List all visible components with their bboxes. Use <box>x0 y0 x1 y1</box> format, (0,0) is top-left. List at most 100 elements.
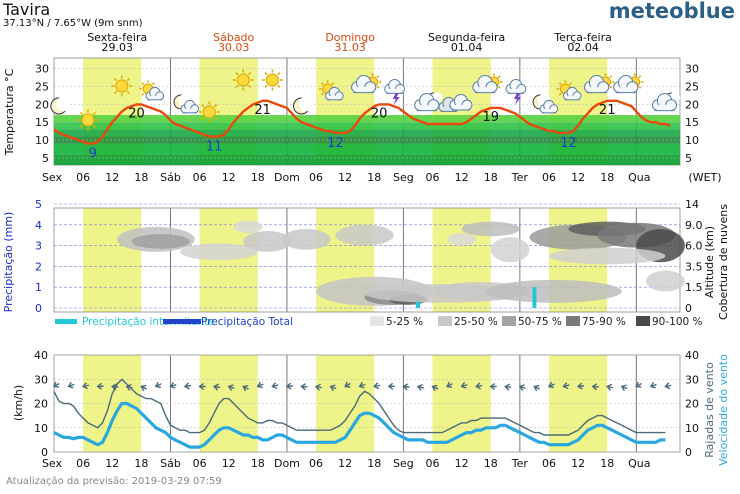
temperature-band <box>54 122 680 130</box>
day-name: Sexta-feira <box>87 31 147 44</box>
cloud-icon <box>613 75 639 94</box>
y-tick-label: 40 <box>34 349 48 362</box>
wind-axis-label: (km/h) <box>12 385 25 421</box>
wind-direction-arrow <box>606 383 614 391</box>
cloud-icon <box>414 93 440 112</box>
y-tick-label: 2 <box>35 260 42 273</box>
coordinates: 37.13°N / 7.65°W (9m snm) <box>3 18 143 29</box>
temperature-band <box>54 129 680 137</box>
hour-label: 18 <box>600 457 614 470</box>
cloud-icon <box>584 75 610 94</box>
y-tick-label-right: 1.5 <box>685 281 703 294</box>
wind-direction-arrow <box>81 382 90 390</box>
sun-icon <box>232 69 254 91</box>
temperature-max-label: 21 <box>599 103 616 118</box>
cloud-icon <box>505 78 527 94</box>
y-tick-label: 15 <box>35 116 49 129</box>
wind-direction-arrow <box>96 382 104 390</box>
wind-direction-arrow <box>475 382 483 390</box>
day-abbr-label: Ter <box>511 457 529 470</box>
cloud-icon <box>562 86 582 101</box>
y-tick-label: 5 <box>42 152 49 165</box>
lightning-icon <box>392 93 400 105</box>
timezone-label: (WET) <box>688 171 721 184</box>
location-title: Tavira <box>2 0 50 19</box>
day-date: 01.04 <box>451 41 483 54</box>
y-tick-label-right: 20 <box>685 398 699 411</box>
cloud-icon <box>384 78 405 94</box>
y-tick-label-right: 5 <box>685 152 692 165</box>
wind-direction-arrow <box>533 384 541 392</box>
hour-label: 06 <box>542 457 556 470</box>
wind-direction-arrow <box>169 382 177 389</box>
temperature-line <box>53 99 671 145</box>
wind-direction-arrow <box>198 382 206 391</box>
cloud-cover-blob <box>131 234 190 249</box>
day-abbr-label: Ter <box>511 171 529 184</box>
cloud-cover-blob <box>233 220 263 234</box>
legend-swatch-intermittent <box>55 319 77 324</box>
temperature-min-label: 12 <box>560 136 577 151</box>
wind-direction-arrow <box>431 384 439 392</box>
cloud-cover-blob <box>282 228 331 250</box>
cloud-legend-swatch <box>566 316 580 326</box>
cloud-legend-swatch <box>502 316 516 326</box>
cloud-cover-axis-label: Cobertura de nuvens <box>717 204 730 320</box>
y-tick-label-right: 3.5 <box>685 260 703 273</box>
meteoblue-logo: meteoblue <box>609 0 735 23</box>
wind-direction-arrow <box>664 382 672 390</box>
sun-icon <box>261 69 283 91</box>
wind-speed-line <box>53 401 666 449</box>
moon-icon <box>292 96 314 115</box>
cloud-legend-label: 25-50 % <box>454 316 498 328</box>
cloud-icon <box>145 86 165 101</box>
cloud-cover-blob <box>447 233 477 246</box>
y-tick-label: 0 <box>41 446 48 459</box>
wind-direction-arrow <box>329 384 337 392</box>
cloud-icon <box>539 99 559 114</box>
temperature-max-label: 19 <box>482 110 499 125</box>
day-abbr-label: Sex <box>42 171 63 184</box>
wind-gust-line <box>53 378 666 436</box>
hour-label: 12 <box>455 171 469 184</box>
cloud-icon <box>351 75 377 94</box>
y-tick-label: 30 <box>35 63 49 76</box>
hour-label: 18 <box>134 457 148 470</box>
wind-direction-arrow <box>460 382 468 389</box>
precipitation-bar <box>415 301 420 308</box>
wind-direction-arrow <box>285 382 293 390</box>
temperature-axis-label: Temperatura °C <box>3 68 16 156</box>
hour-label: 12 <box>105 457 119 470</box>
sun-icon <box>77 109 99 131</box>
hour-label: 18 <box>484 457 498 470</box>
wind-direction-arrow <box>576 382 585 390</box>
update-footer: Atualização da previsão: 2019-03-29 07:5… <box>6 476 222 487</box>
wind-direction-arrow <box>635 381 642 388</box>
wind-direction-arrow <box>620 384 628 392</box>
hour-label: 06 <box>76 457 90 470</box>
temperature-min-label: 11 <box>206 139 223 154</box>
sun-icon <box>111 75 133 97</box>
wind-speed-axis-label: Velocidade do vento <box>717 354 730 466</box>
y-tick-label: 4 <box>35 219 42 232</box>
y-tick-label: 3 <box>35 240 42 253</box>
y-tick-label-right: 30 <box>685 63 699 76</box>
cloud-legend-swatch <box>438 316 452 326</box>
y-tick-label: 25 <box>35 81 49 94</box>
cloud-legend-label: 50-75 % <box>518 316 562 328</box>
daylight-band <box>199 355 258 452</box>
y-tick-label: 5 <box>35 198 42 211</box>
legend-swatch-total <box>163 319 201 324</box>
cloud-cover-blob <box>461 221 520 237</box>
day-name: Segunda-feira <box>428 31 505 44</box>
day-abbr-label: Qua <box>628 171 650 184</box>
cloud-legend-label: 90-100 % <box>652 316 703 328</box>
cloud-icon <box>651 93 678 112</box>
wind-direction-arrow <box>271 382 279 390</box>
y-tick-label-right: 20 <box>685 98 699 111</box>
day-name: Terça-feira <box>553 31 612 44</box>
y-tick-label-right: 0 <box>685 446 692 459</box>
day-abbr-label: Sex <box>42 457 63 470</box>
cloud-cover-blob <box>548 247 666 265</box>
